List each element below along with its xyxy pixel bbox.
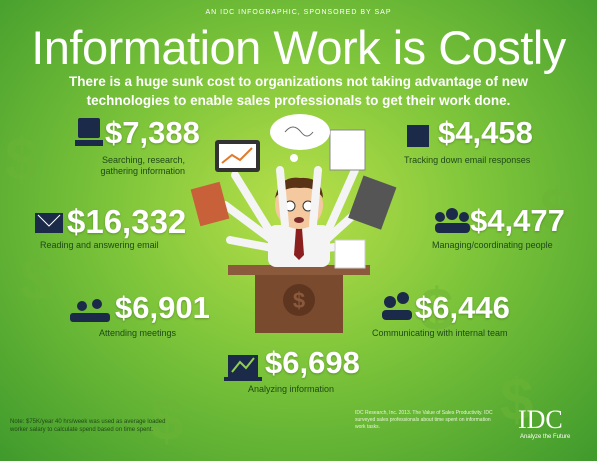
label-line: gathering information	[100, 166, 185, 176]
svg-text:$: $	[500, 366, 533, 433]
item-label: Reading and answering email	[40, 240, 159, 251]
label-line: Managing/coordinating people	[432, 240, 553, 250]
logo: IDC	[518, 405, 563, 434]
amount: $6,446	[415, 290, 510, 325]
label-line: Attending meetings	[99, 328, 177, 338]
amount: $4,477	[470, 203, 565, 238]
amount: $7,388	[105, 115, 200, 150]
label-line: Tracking down email responses	[404, 155, 531, 165]
item-label: Attending meetings	[99, 328, 176, 339]
tagline: Analyze the Future	[520, 434, 571, 440]
svg-text:$: $	[540, 176, 573, 243]
svg-text:$: $	[20, 246, 53, 313]
title: Information Work is Costly	[31, 21, 566, 74]
svg-text:$: $	[150, 386, 183, 453]
svg-text:$: $	[420, 276, 453, 343]
amount: $4,458	[438, 115, 533, 150]
subtitle: There is a huge sunk cost to organizatio…	[0, 72, 597, 110]
subtitle-line: technologies to enable sales professiona…	[86, 93, 511, 108]
kicker: AN IDC INFOGRAPHIC, SPONSORED BY SAP	[205, 9, 392, 16]
item-label: Tracking down email responses	[404, 155, 530, 166]
amount: $6,901	[115, 290, 210, 325]
label-line: Searching, research,	[101, 155, 185, 165]
item-label: Analyzing information	[248, 384, 334, 395]
label-line: Reading and answering email	[40, 240, 159, 250]
note: Note: $75K/year 40 hrs/week was used as …	[10, 419, 166, 433]
item-label: Searching, research, gathering informatio…	[90, 155, 185, 177]
label-line: Analyzing information	[248, 384, 335, 394]
svg-text:$: $	[293, 288, 305, 313]
amount: $16,332	[67, 203, 187, 240]
source: IDC Research, Inc. 2013. The Value of Sa…	[355, 410, 493, 430]
svg-text:$: $	[5, 126, 38, 193]
item-label: Communicating with internal team	[372, 328, 508, 339]
item-label: Managing/coordinating people	[432, 240, 553, 251]
label-line: Communicating with internal team	[372, 328, 508, 338]
amount: $6,698	[265, 345, 360, 380]
subtitle-line: There is a huge sunk cost to organizatio…	[68, 74, 529, 89]
